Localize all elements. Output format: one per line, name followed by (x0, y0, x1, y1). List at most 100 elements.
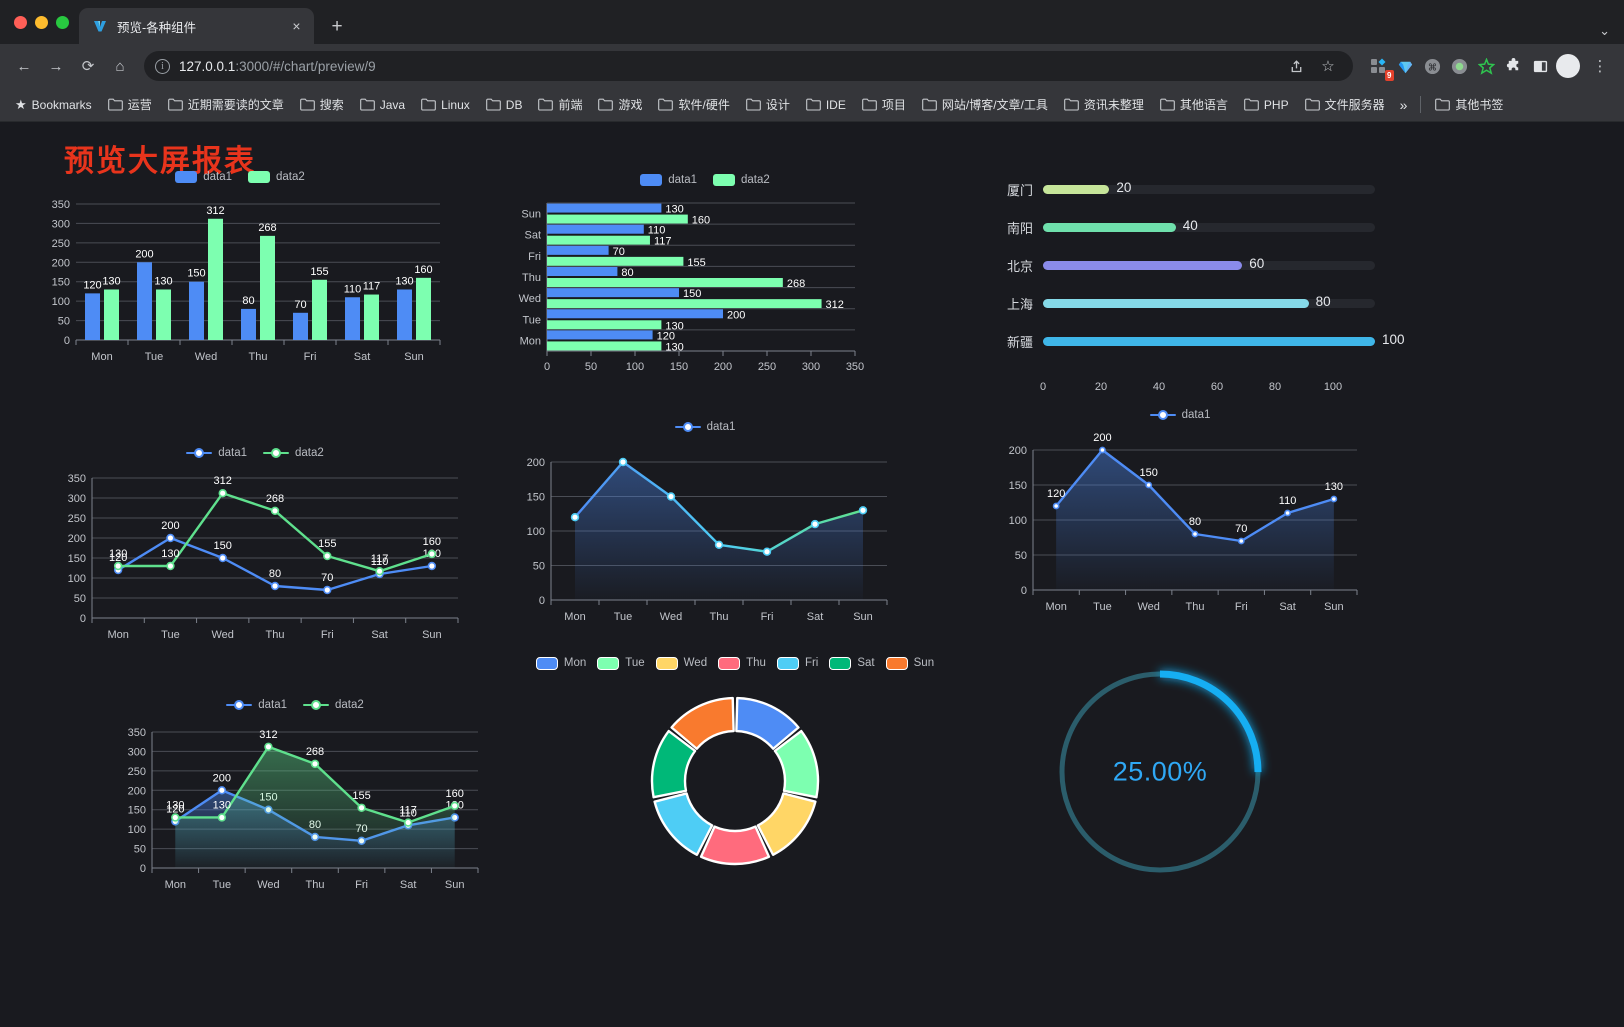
point-data1-Tue[interactable] (618, 457, 628, 467)
legend-item-data2[interactable]: data2 (303, 699, 364, 711)
bookmark-folder-4[interactable]: Linux (414, 94, 477, 116)
bar-data1-Mon[interactable] (85, 293, 100, 340)
browser-tab[interactable]: 预览-各种组件 × (79, 8, 314, 44)
point-data1-Fri[interactable] (1237, 537, 1245, 545)
legend-item-data2[interactable]: data2 (248, 171, 305, 183)
site-info-icon[interactable]: i (155, 58, 170, 74)
bookmarks-root-item[interactable]: ★ Bookmarks (8, 93, 99, 117)
legend-item-data1[interactable]: data1 (226, 699, 287, 711)
maximize-window-button[interactable] (56, 15, 69, 29)
share-icon[interactable] (1281, 51, 1311, 81)
point-data1-Sun[interactable] (1330, 495, 1338, 503)
point-data2-Sat[interactable] (403, 818, 413, 827)
bookmark-folder-12[interactable]: 网站/博客/文章/工具 (915, 92, 1055, 117)
donut-segment-Mon[interactable] (735, 696, 800, 750)
bookmark-star-icon[interactable]: ☆ (1321, 58, 1335, 75)
bookmark-folder-0[interactable]: 运营 (101, 92, 159, 117)
address-bar[interactable]: i 127.0.0.1:3000/#/chart/preview/9 ☆ (144, 51, 1353, 81)
bar-data2-Sat[interactable] (547, 235, 650, 245)
legend-item-data1[interactable]: data1 (640, 174, 697, 186)
point-data2-Tue[interactable] (217, 813, 227, 822)
bookmark-folder-11[interactable]: 项目 (855, 92, 913, 117)
legend-item-data1[interactable]: data1 (1149, 409, 1210, 421)
bar-data1-Fri[interactable] (547, 245, 609, 255)
legend-item-data1[interactable]: data1 (175, 171, 232, 183)
other-bookmarks-item[interactable]: 其他书签 (1428, 92, 1510, 117)
point-data1-Wed[interactable] (1145, 481, 1153, 489)
bar-data2-Sun[interactable] (547, 214, 688, 224)
reload-icon[interactable]: ⟳ (81, 58, 95, 75)
point-data1-Mon[interactable] (570, 512, 580, 522)
bar-data2-Mon[interactable] (104, 289, 119, 340)
point-data2-Tue[interactable] (166, 561, 175, 571)
donut-segment-Fri[interactable] (653, 792, 714, 856)
donut-legend-item-Wed[interactable]: Wed (655, 656, 707, 670)
point-data2-Mon[interactable] (171, 813, 180, 822)
point-data2-Thu[interactable] (270, 506, 280, 515)
bookmark-folder-7[interactable]: 游戏 (591, 92, 649, 117)
bar-data2-Fri[interactable] (312, 279, 327, 340)
point-data2-Wed[interactable] (264, 742, 273, 751)
tab-list-chevron-down-icon[interactable]: ⌄ (1599, 23, 1610, 38)
close-window-button[interactable] (14, 15, 27, 29)
donut-segment-Sun[interactable] (670, 696, 735, 750)
legend-item-data2[interactable]: data2 (713, 174, 770, 186)
bookmark-folder-2[interactable]: 搜索 (293, 92, 351, 117)
bookmark-folder-6[interactable]: 前端 (531, 92, 589, 117)
bar-data2-Wed[interactable] (547, 299, 822, 309)
bar-data2-Wed[interactable] (208, 218, 223, 340)
progress-track[interactable]: 20 (1043, 180, 1375, 195)
point-data2-Sun[interactable] (427, 549, 437, 559)
bar-data2-Mon[interactable] (547, 341, 662, 351)
panel-extension-icon[interactable] (1529, 55, 1551, 77)
point-data1-Wed[interactable] (666, 492, 676, 501)
bar-data1-Mon[interactable] (547, 330, 653, 340)
bookmark-folder-10[interactable]: IDE (799, 94, 853, 116)
bookmark-folder-5[interactable]: DB (479, 94, 530, 116)
minimize-window-button[interactable] (35, 15, 48, 29)
bar-data1-Tue[interactable] (137, 262, 152, 340)
point-data1-Fri[interactable] (323, 585, 332, 595)
point-data1-Sun[interactable] (858, 506, 868, 515)
back-arrow-icon[interactable]: ← (16, 57, 32, 75)
point-data1-Mon[interactable] (1052, 502, 1060, 510)
bar-data2-Tue[interactable] (547, 320, 662, 330)
point-data2-Fri[interactable] (323, 551, 332, 561)
point-data2-Thu[interactable] (310, 759, 320, 769)
donut-segment-Thu[interactable] (699, 825, 771, 866)
point-data2-Fri[interactable] (357, 803, 366, 812)
bar-data2-Sun[interactable] (416, 277, 431, 340)
browser-menu-icon[interactable]: ⋮ (1592, 58, 1608, 75)
forward-arrow-icon[interactable]: → (48, 57, 64, 75)
legend-item-data1[interactable]: data1 (674, 421, 735, 433)
donut-segment-Tue[interactable] (773, 729, 820, 799)
bar-data1-Sat[interactable] (345, 297, 360, 340)
progress-track[interactable]: 80 (1043, 294, 1375, 309)
bar-data1-Thu[interactable] (547, 267, 618, 276)
legend-item-data1[interactable]: data1 (186, 447, 247, 459)
profile-avatar[interactable]: 😀 (1556, 54, 1580, 78)
new-tab-button[interactable]: + (331, 15, 343, 37)
home-icon[interactable]: ⌂ (115, 57, 125, 75)
bar-data2-Fri[interactable] (547, 256, 684, 266)
progress-track[interactable]: 100 (1043, 332, 1405, 347)
point-data1-Tue[interactable] (166, 533, 175, 543)
point-data2-Mon[interactable] (113, 561, 123, 571)
extensions-puzzle-badge-icon[interactable]: 9 (1367, 55, 1394, 81)
bar-data1-Sun[interactable] (547, 203, 662, 213)
bar-data1-Wed[interactable] (547, 288, 679, 298)
donut-legend-item-Mon[interactable]: Mon (535, 656, 586, 670)
diamond-extension-icon[interactable] (1394, 55, 1416, 77)
bar-data2-Thu[interactable] (547, 278, 783, 287)
command-extension-icon[interactable]: ⌘ (1421, 55, 1443, 77)
point-data2-Wed[interactable] (218, 489, 227, 498)
donut-segment-Sat[interactable] (650, 729, 697, 799)
bar-data1-Fri[interactable] (293, 312, 308, 340)
donut-segment-Wed[interactable] (756, 792, 817, 856)
point-data2-Sat[interactable] (375, 566, 384, 576)
bar-data2-Sat[interactable] (364, 294, 379, 340)
bar-data1-Tue[interactable] (547, 309, 723, 319)
bar-data1-Sat[interactable] (547, 224, 644, 234)
circle-extension-icon[interactable] (1448, 55, 1470, 77)
bookmark-folder-14[interactable]: 其他语言 (1153, 92, 1235, 117)
